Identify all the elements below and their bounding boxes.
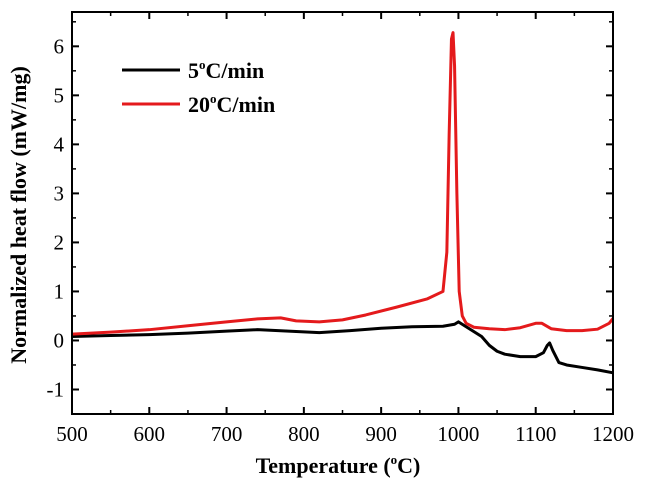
y-tick-label: 3 [54,181,65,205]
legend-label-20c: 20oC/min [188,91,275,117]
y-tick-label: 1 [54,279,65,303]
y-tick-label: 6 [54,34,65,58]
x-tick-label: 1200 [592,422,634,446]
axes: 500 600 700 800 900 1000 1100 1200 -1 0 1 2 3 4 5 6 [47,11,634,446]
plot-frame [71,11,614,415]
x-axis-title: Temperature (oC) [256,452,421,478]
y-tick-label: 0 [54,328,65,352]
x-tick-label: 700 [211,422,243,446]
x-tick-label: 900 [365,422,397,446]
series-line-1 [71,31,615,336]
y-axis-title: Normalized heat flow (mW/mg) [6,66,31,364]
x-tick-label: 600 [134,422,166,446]
y-tick-label: -1 [47,377,65,401]
x-tick-label: 500 [56,422,88,446]
legend: 5oC/min 20oC/min [122,57,275,117]
plot-area [71,31,615,375]
y-tick-label: 5 [54,83,65,107]
series-line-0 [71,320,614,375]
legend-label-5c: 5oC/min [188,57,264,83]
x-tick-label: 800 [288,422,320,446]
y-tick-label: 2 [54,230,65,254]
x-tick-label: 1000 [437,422,479,446]
x-tick-label: 1100 [515,422,556,446]
y-tick-label: 4 [54,132,65,156]
